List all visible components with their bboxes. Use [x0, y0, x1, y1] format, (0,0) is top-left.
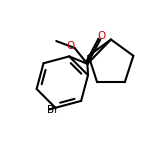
Text: O: O: [67, 41, 75, 51]
Text: Br: Br: [47, 105, 58, 115]
Text: O: O: [97, 31, 105, 41]
